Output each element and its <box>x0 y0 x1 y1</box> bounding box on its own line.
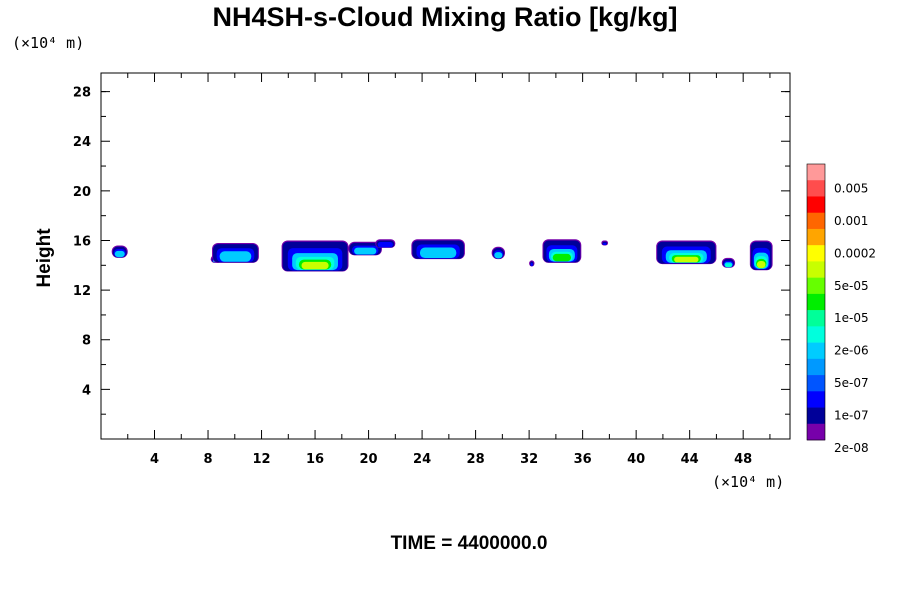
x-tick-label: 24 <box>413 452 431 467</box>
x-tick-label: 44 <box>681 452 699 467</box>
y-axis: 4 8 12 16 20 24 28 <box>73 86 790 415</box>
cloud-layer <box>674 256 699 263</box>
colorbar-swatch <box>807 277 825 295</box>
cloud-patch <box>411 239 465 260</box>
x-tick-label: 4 <box>150 452 159 467</box>
colorbar-swatch <box>807 375 825 392</box>
cloud-patch <box>212 242 259 263</box>
colorbar-label: 1e-07 <box>834 409 869 423</box>
cloud-layer <box>494 252 503 259</box>
cloud-field <box>111 239 773 272</box>
colorbar-label: 0.0002 <box>834 246 876 260</box>
cloud-layer <box>114 250 125 258</box>
x-tick-label: 20 <box>360 452 378 467</box>
cloud-layer <box>354 247 377 255</box>
colorbar-swatch <box>807 228 825 246</box>
y-tick-label: 20 <box>73 185 91 200</box>
cloud-patch <box>601 240 609 246</box>
cloud-patch <box>542 239 582 263</box>
colorbar-frame <box>806 163 826 441</box>
cloud-patch <box>529 260 535 267</box>
x-tick-label: 12 <box>252 452 270 467</box>
cloud-patch <box>111 245 128 258</box>
x-tick-label: 36 <box>574 452 592 467</box>
colorbar-label: 1e-05 <box>834 311 869 325</box>
y-tick-label: 16 <box>73 234 91 249</box>
colorbar-swatch <box>807 164 825 181</box>
colorbar-swatch <box>807 310 825 327</box>
cloud-layer <box>756 260 766 269</box>
x-tick-label: 32 <box>520 452 538 467</box>
colorbar-swatch <box>807 423 825 441</box>
x-tick-label: 28 <box>467 452 485 467</box>
colorbar-swatch <box>807 212 825 230</box>
y-unit-label: (×10⁴ m) <box>12 34 84 52</box>
cloud-patch <box>749 240 773 271</box>
time-label: TIME = 4400000.0 <box>391 533 548 554</box>
colorbar-swatch <box>807 261 825 278</box>
colorbar-swatch <box>807 358 825 376</box>
colorbar-swatch <box>807 196 825 214</box>
x-tick-label: 16 <box>306 452 324 467</box>
x-tick-label: 8 <box>204 452 213 467</box>
y-tick-label: 4 <box>82 383 91 398</box>
colorbar-label: 5e-07 <box>834 376 869 390</box>
colorbar: 0.005 0.001 0.0002 5e-05 1e-05 2e-06 5e-07 1e-0… <box>806 163 876 455</box>
cloud-layer <box>301 261 329 270</box>
plot-frame <box>100 72 791 440</box>
colorbar-label: 5e-05 <box>834 279 869 293</box>
cloud-layer <box>602 242 607 246</box>
colorbar-label: 2e-06 <box>834 344 869 358</box>
cloud-patch <box>281 240 349 272</box>
x-unit-label: (×10⁴ m) <box>712 473 784 491</box>
y-axis-label: Height <box>34 228 55 288</box>
colorbar-swatch <box>807 293 825 311</box>
cloud-patch <box>656 240 717 265</box>
y-tick-label: 24 <box>73 135 91 150</box>
cloud-patch <box>491 246 506 260</box>
cloud-patch <box>348 241 382 256</box>
colorbar-label: 2e-08 <box>834 441 869 455</box>
y-tick-label: 8 <box>82 334 91 349</box>
x-tick-label: 48 <box>734 452 752 467</box>
cloud-patch <box>721 257 736 268</box>
cloud-layer <box>530 262 533 267</box>
colorbar-swatch <box>807 180 825 197</box>
colorbar-swatch <box>807 391 825 408</box>
cloud-layer <box>219 251 252 262</box>
x-tick-label: 40 <box>627 452 645 467</box>
cloud-layer <box>419 247 457 259</box>
cloud-layer <box>725 263 732 268</box>
cloud-layer <box>552 253 572 262</box>
y-tick-label: 28 <box>73 86 91 101</box>
cloud-layer <box>377 242 393 248</box>
y-tick-label: 12 <box>73 284 91 299</box>
colorbar-swatch <box>807 342 825 360</box>
x-axis: 4 8 12 16 20 24 28 32 36 40 44 48 <box>127 73 771 467</box>
chart-title: NH4SH-s-Cloud Mixing Ratio [kg/kg] <box>213 2 678 32</box>
colorbar-label: 0.005 <box>834 181 868 195</box>
colorbar-label: 0.001 <box>834 214 868 228</box>
cloud-patch <box>375 239 396 248</box>
colorbar-swatch <box>807 407 825 425</box>
colorbar-swatch <box>807 326 825 343</box>
colorbar-swatch <box>807 245 825 262</box>
